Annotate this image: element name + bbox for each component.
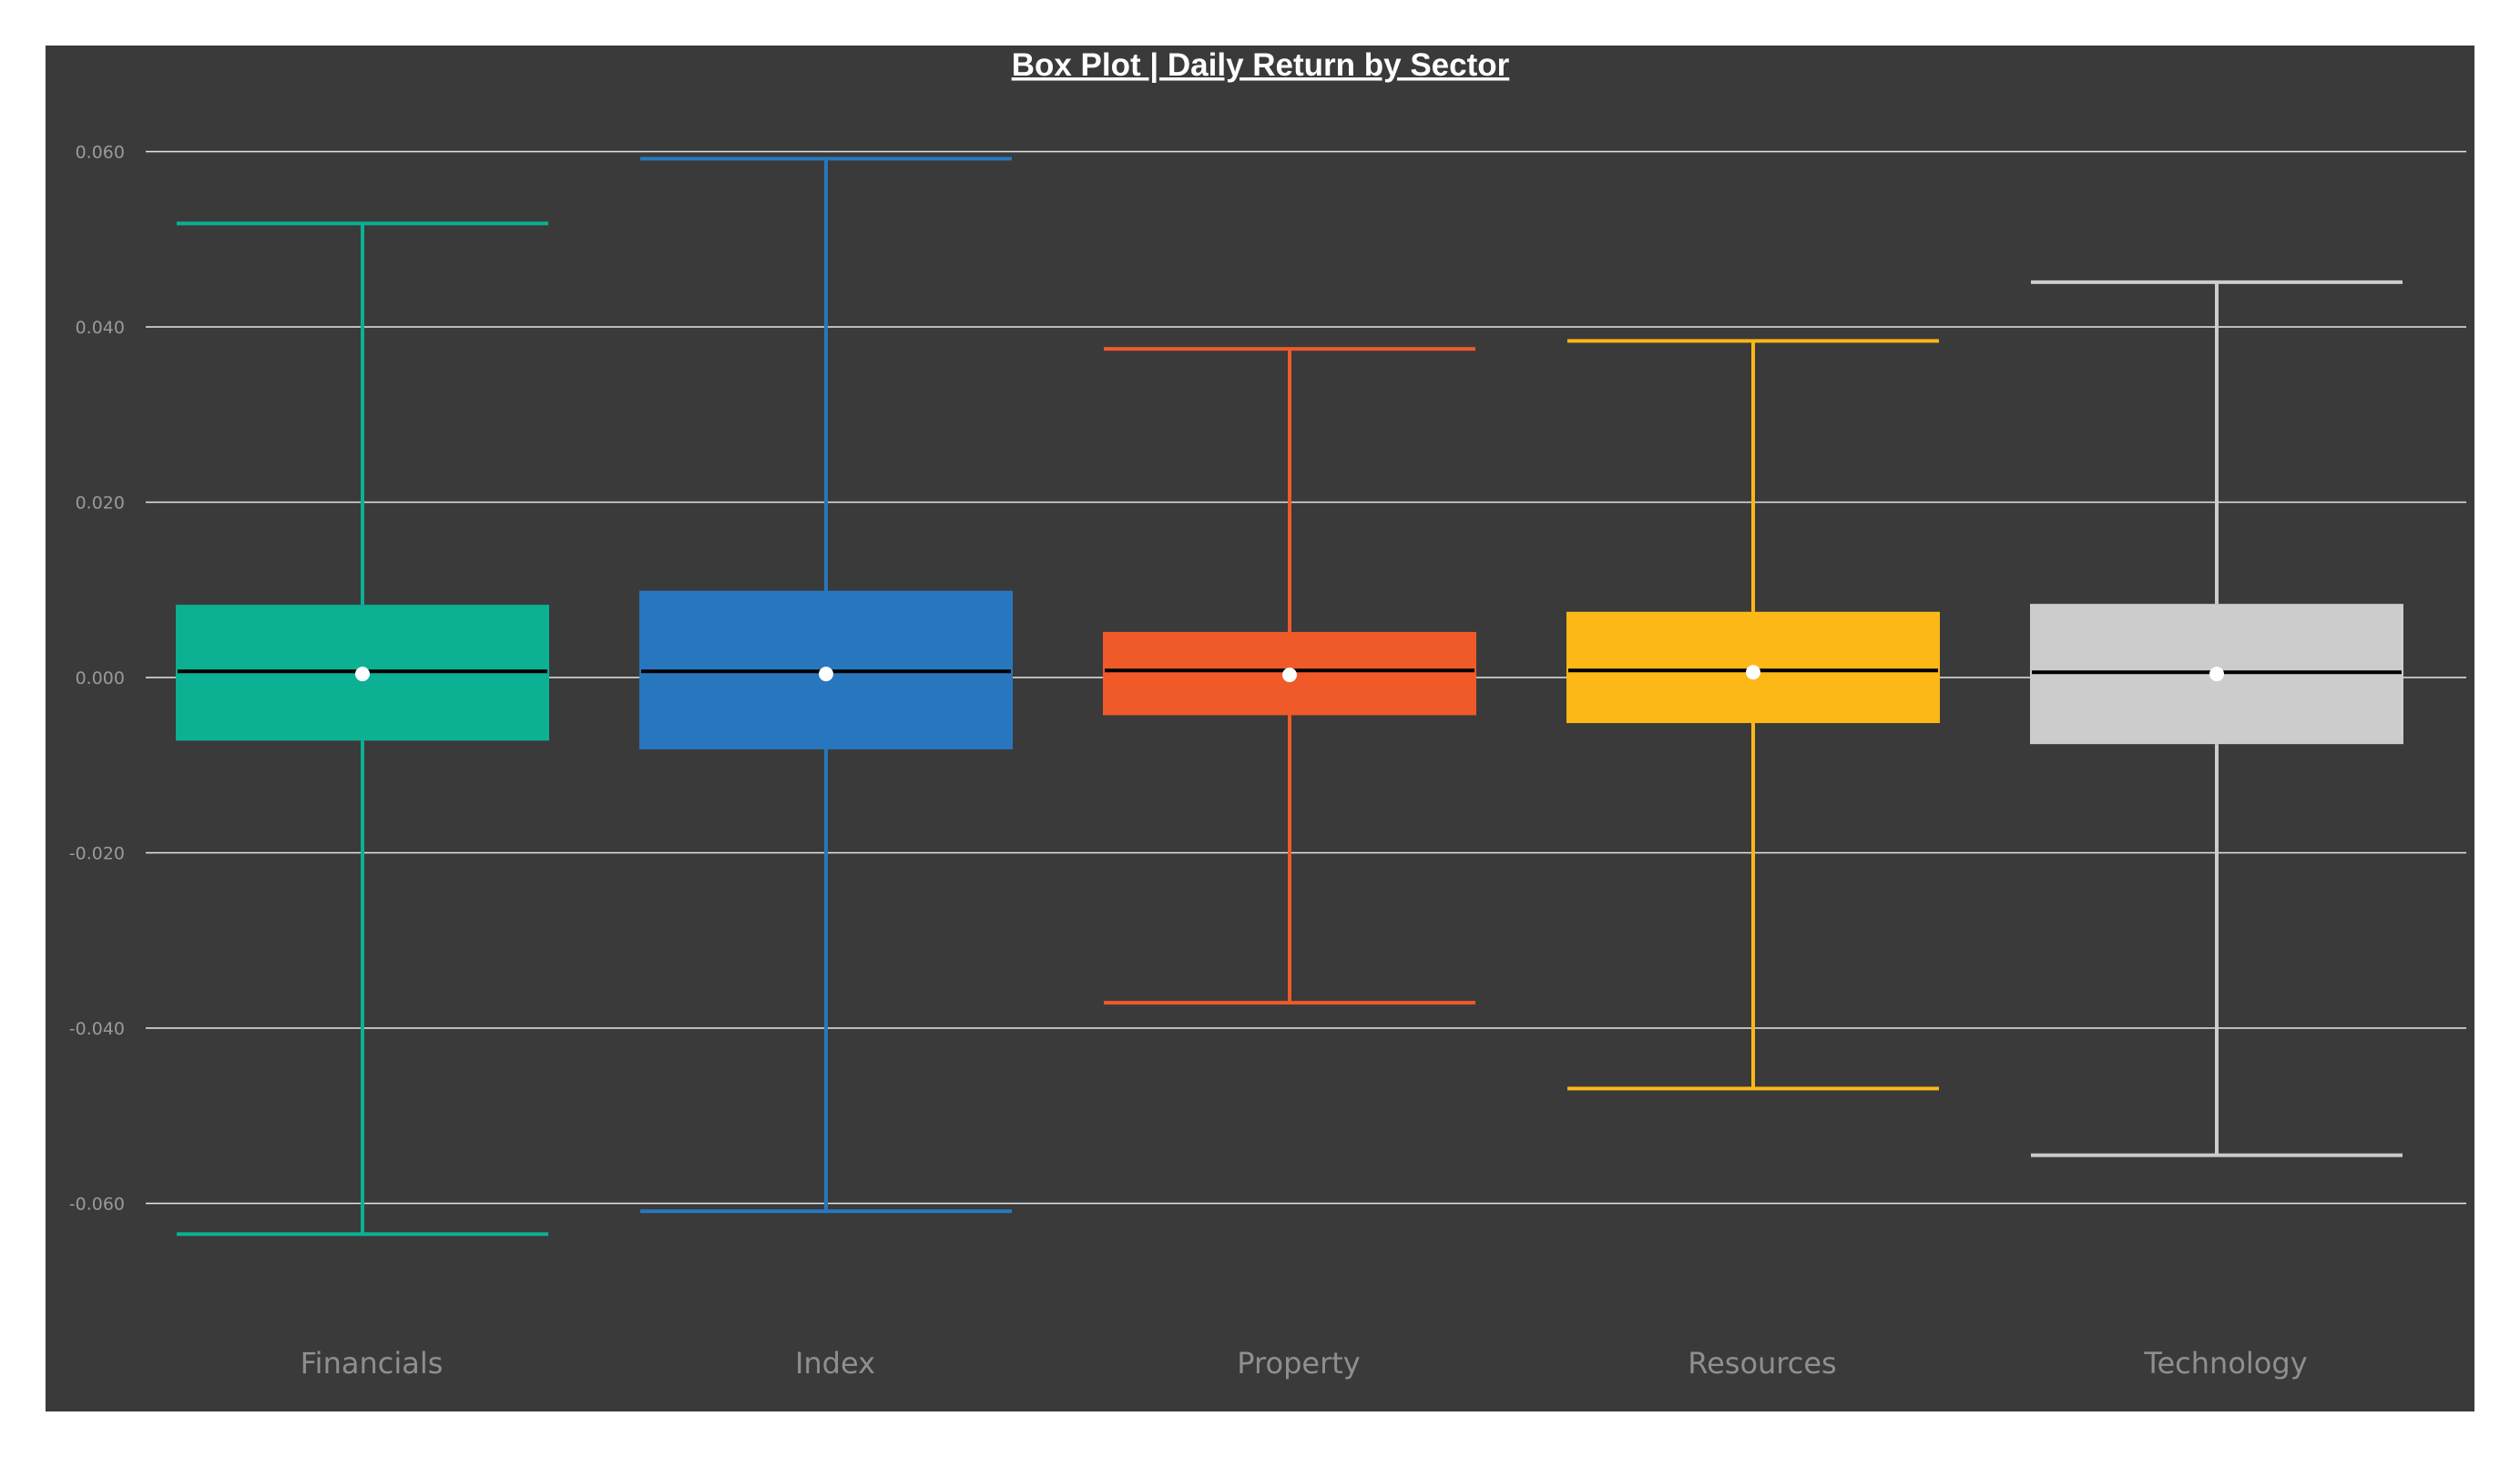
y-tick-label: -0.060: [69, 1195, 125, 1215]
mean-marker: [355, 667, 370, 682]
mean-marker: [1746, 665, 1760, 680]
box-group-index: [639, 157, 1013, 1214]
mean-marker: [819, 667, 833, 682]
y-tick-label: 0.060: [76, 143, 125, 163]
mean-marker: [1282, 667, 1297, 683]
chart-title: Box Plot | Daily Return by Sector: [1012, 47, 1510, 83]
category-label: Financials: [301, 1346, 444, 1381]
category-label: Technology: [2143, 1346, 2307, 1381]
box-group-property: [1103, 347, 1476, 1005]
y-tick-label: -0.020: [69, 844, 125, 864]
category-label: Index: [795, 1346, 875, 1381]
category-label: Resources: [1688, 1346, 1836, 1381]
boxes: [176, 157, 2403, 1237]
y-tick-label: 0.000: [76, 668, 125, 688]
x-axis-categories: Financials Index Property Resources Technolo…: [301, 1346, 2308, 1381]
category-label: Property: [1237, 1346, 1360, 1381]
y-tick-label: 0.020: [76, 494, 125, 514]
box-group-technology: [2030, 280, 2403, 1157]
y-axis-ticks: 0.060 0.040 0.020 0.000 -0.020 -0.040 -0.060: [69, 143, 125, 1215]
y-tick-label: -0.040: [69, 1019, 125, 1039]
box-group-resources: [1566, 339, 1940, 1091]
box-group-financials: [176, 221, 549, 1237]
mean-marker: [2209, 667, 2224, 682]
y-tick-label: 0.040: [76, 318, 125, 338]
